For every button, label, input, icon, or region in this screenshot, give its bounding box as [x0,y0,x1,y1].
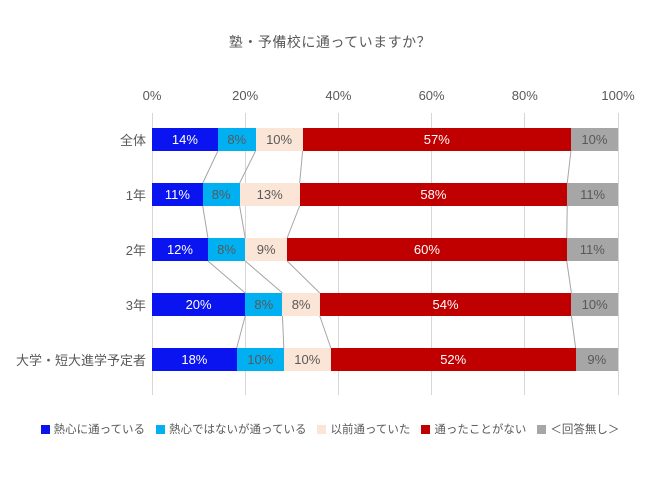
bar-segment: 11% [567,183,618,206]
bar-segment: 10% [571,293,618,316]
category-label: 2年 [125,243,146,258]
chart-title: 塾・予備校に通っていますか？ [228,34,432,50]
bar-segment: 10% [236,348,284,371]
legend-label: 以前通っていた [330,424,411,436]
legend-item: 通ったことがない [421,421,526,437]
legend-item: 熱心ではないが通っている [156,421,306,437]
bar-segment: 11% [152,183,203,206]
bar-segment: 18% [152,348,237,371]
legend-swatch [156,424,166,434]
category-label: 3年 [125,298,146,313]
bar-segment: 52% [330,348,576,371]
bar-segment: 8% [245,293,283,316]
category-label: 大学・短大進学予定者 [15,353,146,368]
x-axis-tick-label: 40% [325,88,352,103]
category-label: 1年 [125,188,146,203]
legend-label: 熱心に通っている [53,424,146,436]
legend-swatch [317,424,327,434]
legend-swatch [537,424,547,434]
bar-segment: 58% [299,183,568,206]
legend-item: 熱心に通っている [40,421,146,437]
bar-segment: 60% [287,238,567,261]
bar-segment: 8% [207,238,246,261]
bar-segment: 8% [202,183,240,206]
category-label: 全体 [119,133,146,148]
legend-label: ＜回答無し＞ [550,424,620,436]
bar-segment: 12% [152,238,208,261]
bar-segment: 8% [217,128,256,151]
x-axis-tick-label: 0% [142,88,162,103]
legend-label: 熱心ではないが通っている [169,424,307,436]
bar-segment: 13% [239,183,300,206]
bar-segment: 8% [282,293,320,316]
bar-row: 18% 10% 10% 52% 9% [152,348,618,371]
legend-swatch [40,424,50,434]
legend-item: ＜回答無し＞ [537,421,619,437]
x-axis-tick-label: 60% [418,88,445,103]
gridline [617,113,619,395]
bar-segment: 9% [245,238,288,261]
x-axis-tick-label: 100% [601,88,635,103]
bar-row: 12% 8% 9% 60% 11% [152,238,618,261]
bar-row: 20% 8% 8% 54% 10% [152,293,618,316]
bar-segment: 54% [319,293,572,316]
bar-segment: 20% [152,293,246,316]
legend-item: 以前通っていた [317,421,410,437]
bar-segment: 10% [255,128,303,151]
bar-row: 11% 8% 13% 58% 11% [152,183,618,206]
bar-segment: 14% [152,128,218,151]
legend-label: 通ったことがない [434,424,527,436]
x-axis-tick-label: 80% [511,88,538,103]
bar-segment: 57% [302,128,571,151]
bar-row: 14% 8% 10% 57% 10% [152,128,618,151]
legend-swatch [421,424,431,434]
x-axis-tick-label: 20% [232,88,259,103]
bar-segment: 10% [570,128,618,151]
bar-segment: 11% [566,238,618,261]
bar-segment: 10% [283,348,331,371]
bar-segment: 9% [575,348,618,371]
legend: 熱心に通っている 熱心ではないが通っている 以前通っていた 通ったことがない ＜回答無し… [0,421,660,437]
